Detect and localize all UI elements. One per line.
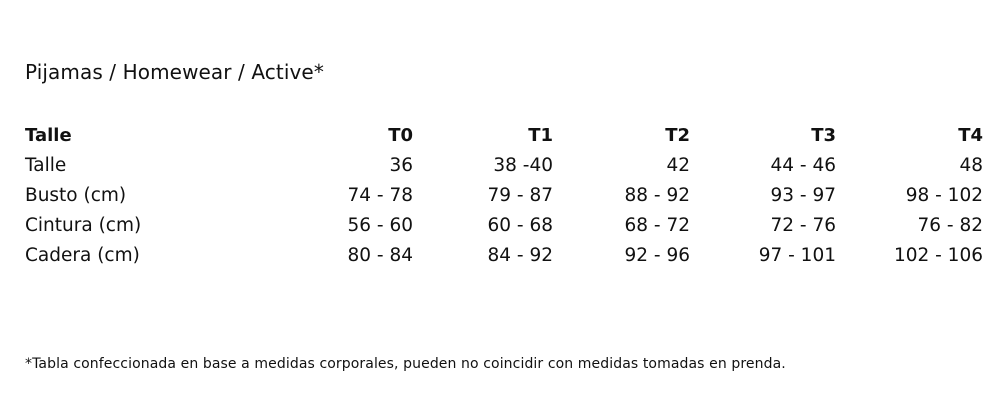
table-cell: 74 - 78 [347,184,413,206]
table-cell: 79 - 87 [487,184,553,206]
table-cell: 102 - 106 [893,244,983,266]
table-header-row: Talle T0 T1 T2 T3 T4 [25,120,983,150]
table-row: Busto (cm) 74 - 78 79 - 87 88 - 92 93 - … [25,180,983,210]
table-cell: 84 - 92 [487,244,553,266]
row-label: Cadera (cm) [25,244,140,266]
header-cell-t2: T2 [665,124,690,146]
table-cell: 38 -40 [493,154,553,176]
header-cell-t4: T4 [958,124,983,146]
table-row: Talle 36 38 -40 42 44 - 46 48 [25,150,983,180]
table-cell: 92 - 96 [624,244,690,266]
table-row: Cintura (cm) 56 - 60 60 - 68 68 - 72 72 … [25,210,983,240]
table-cell: 76 - 82 [917,214,983,236]
row-label: Cintura (cm) [25,214,142,236]
size-chart-table: Talle T0 T1 T2 T3 T4 Talle 36 38 -40 42 … [25,120,983,270]
header-cell-t0: T0 [388,124,413,146]
table-cell: 56 - 60 [347,214,413,236]
table-cell: 68 - 72 [624,214,690,236]
table-cell: 97 - 101 [758,244,836,266]
footnote: *Tabla confeccionada en base a medidas c… [25,356,786,372]
table-cell: 48 [959,154,983,176]
page-title: Pijamas / Homewear / Active* [25,60,324,84]
table-cell: 93 - 97 [770,184,836,206]
table-cell: 88 - 92 [624,184,690,206]
table-cell: 44 - 46 [770,154,836,176]
table-cell: 98 - 102 [905,184,983,206]
table-cell: 60 - 68 [487,214,553,236]
table-row: Cadera (cm) 80 - 84 84 - 92 92 - 96 97 -… [25,240,983,270]
header-cell-t3: T3 [811,124,836,146]
table-cell: 80 - 84 [347,244,413,266]
row-label: Busto (cm) [25,184,127,206]
header-cell-t1: T1 [528,124,553,146]
header-cell-talle: Talle [25,124,72,146]
table-cell: 72 - 76 [770,214,836,236]
table-cell: 36 [389,154,413,176]
row-label: Talle [25,154,67,176]
table-cell: 42 [666,154,690,176]
